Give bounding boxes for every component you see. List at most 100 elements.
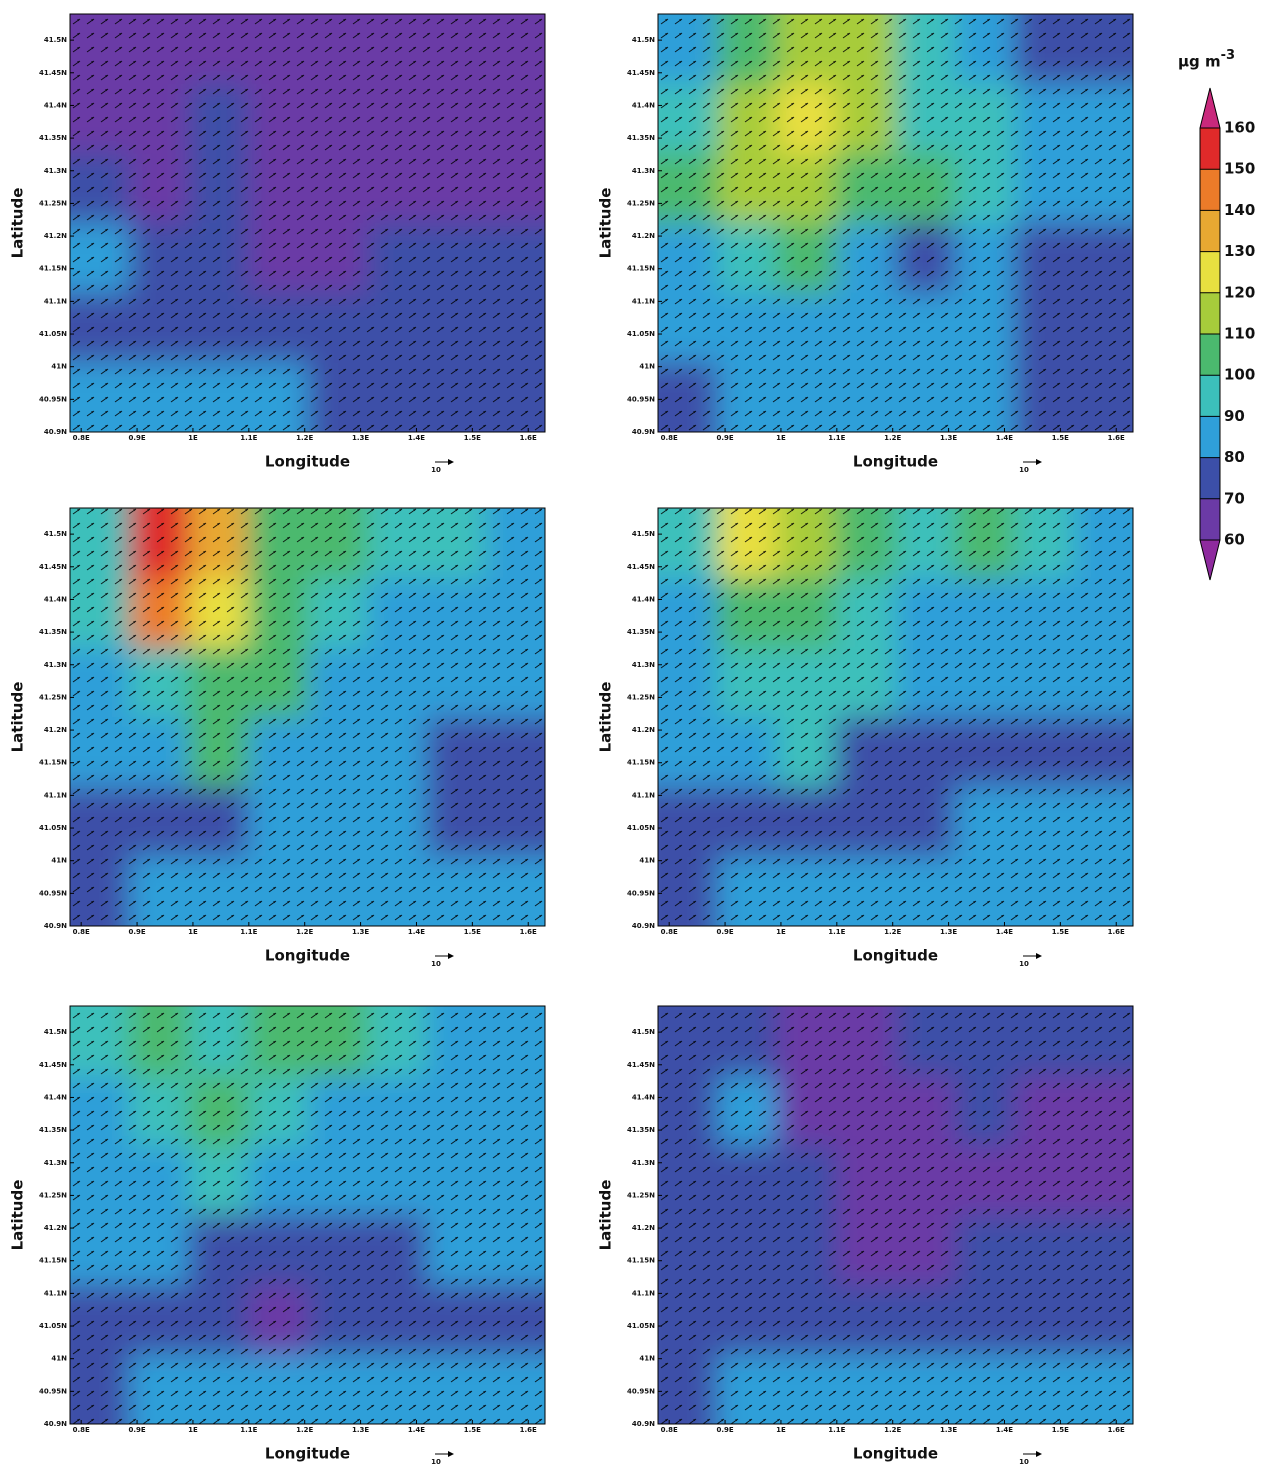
y-tick-label: 40.9N xyxy=(632,1420,655,1428)
y-tick-label: 41.45N xyxy=(39,563,67,571)
x-tick-label: 1.2E xyxy=(296,1426,313,1434)
x-tick-label: 1.2E xyxy=(884,928,901,936)
x-tick-label: 1.5E xyxy=(464,1426,481,1434)
y-axis-label: Latitude xyxy=(597,188,615,259)
x-tick-label: 1.6E xyxy=(1108,434,1125,442)
reference-arrowhead xyxy=(1036,459,1042,465)
y-tick-label: 41.3N xyxy=(44,167,67,175)
y-tick-label: 41.4N xyxy=(632,595,655,603)
y-tick-label: 41.05N xyxy=(39,330,67,338)
wind-vectors xyxy=(70,14,545,432)
x-axis-label: Longitude xyxy=(853,947,938,965)
x-tick-label: 1E xyxy=(776,928,786,936)
y-tick-label: 41.25N xyxy=(39,693,67,701)
map-panel: 0.8E 0.9E 1E 1.1E 1.2E 1.3E 1.4E 1.5E 1.6E 40.9N 4… xyxy=(597,13,1134,474)
y-tick-label: 41.3N xyxy=(44,1159,67,1167)
y-tick-label: 41.3N xyxy=(632,167,655,175)
x-tick-label: 1.6E xyxy=(520,434,537,442)
reference-vector-label: 10 xyxy=(1019,960,1029,968)
y-tick-label: 41.15N xyxy=(39,759,67,767)
x-tick-label: 1.3E xyxy=(352,434,369,442)
y-tick-label: 41.05N xyxy=(627,330,655,338)
x-tick-label: 1E xyxy=(776,434,786,442)
y-tick-label: 40.95N xyxy=(39,395,67,403)
y-tick-label: 41.4N xyxy=(632,1093,655,1101)
x-tick-label: 1.5E xyxy=(1052,434,1069,442)
map-panel: 0.8E 0.9E 1E 1.1E 1.2E 1.3E 1.4E 1.5E 1.6E 40.9N 4… xyxy=(9,507,546,968)
x-tick-label: 0.8E xyxy=(73,928,90,936)
y-tick-label: 41.5N xyxy=(632,530,655,538)
y-tick-label: 41.5N xyxy=(44,530,67,538)
x-axis-label: Longitude xyxy=(265,1445,350,1463)
y-tick-label: 41.2N xyxy=(44,1224,67,1232)
y-tick-label: 41.3N xyxy=(632,1159,655,1167)
y-tick-label: 41.35N xyxy=(627,134,655,142)
plot-frame xyxy=(657,1005,1134,1425)
reference-vector-label: 10 xyxy=(1019,1458,1029,1466)
x-axis-label: Longitude xyxy=(265,453,350,471)
colorbar-segment xyxy=(1200,251,1220,293)
map-panel: 0.8E 0.9E 1E 1.1E 1.2E 1.3E 1.4E 1.5E 1.6E 40.9N 4… xyxy=(597,507,1134,968)
y-tick-label: 41.45N xyxy=(39,69,67,77)
x-tick-label: 0.9E xyxy=(128,1426,145,1434)
x-tick-label: 0.8E xyxy=(661,928,678,936)
x-tick-label: 1E xyxy=(188,928,198,936)
x-tick-label: 1.6E xyxy=(520,1426,537,1434)
y-tick-label: 40.9N xyxy=(632,922,655,930)
x-tick-label: 1.5E xyxy=(464,928,481,936)
x-tick-label: 1.4E xyxy=(408,434,425,442)
x-tick-label: 0.8E xyxy=(661,434,678,442)
y-tick-label: 41.25N xyxy=(39,199,67,207)
colorbar-tick-label: 160 xyxy=(1224,119,1255,137)
y-tick-label: 41.25N xyxy=(39,1191,67,1199)
y-tick-label: 40.95N xyxy=(39,889,67,897)
wind-vectors xyxy=(658,1006,1133,1424)
y-tick-label: 41.4N xyxy=(44,1093,67,1101)
colorbar-segment xyxy=(1200,416,1220,458)
y-tick-label: 41.2N xyxy=(44,726,67,734)
y-tick-label: 41.15N xyxy=(39,1257,67,1265)
colorbar-tick-label: 110 xyxy=(1224,325,1255,343)
x-tick-label: 0.9E xyxy=(716,928,733,936)
y-tick-label: 41.35N xyxy=(39,1126,67,1134)
map-panel: 0.8E 0.9E 1E 1.1E 1.2E 1.3E 1.4E 1.5E 1.6E 40.9N 4… xyxy=(597,1005,1134,1466)
x-tick-label: 1.3E xyxy=(940,1426,957,1434)
colorbar-tick-label: 140 xyxy=(1224,201,1255,219)
y-tick-label: 40.9N xyxy=(632,428,655,436)
colorbar-tick-label: 80 xyxy=(1224,448,1245,466)
y-tick-label: 41.2N xyxy=(632,726,655,734)
y-tick-label: 41N xyxy=(51,1355,67,1363)
y-tick-label: 41.1N xyxy=(632,1289,655,1297)
colorbar-unit-exponent: -3 xyxy=(1221,48,1235,63)
colorbar-tick-label: 150 xyxy=(1224,160,1255,178)
y-tick-label: 41.1N xyxy=(632,791,655,799)
y-axis-label: Latitude xyxy=(9,1180,27,1251)
y-axis-label: Latitude xyxy=(9,188,27,259)
x-tick-label: 1.3E xyxy=(940,928,957,936)
y-tick-label: 40.95N xyxy=(627,395,655,403)
x-axis-label: Longitude xyxy=(265,947,350,965)
y-tick-label: 40.9N xyxy=(44,922,67,930)
y-tick-label: 41.1N xyxy=(44,297,67,305)
y-tick-label: 41.05N xyxy=(627,1322,655,1330)
y-tick-label: 41.15N xyxy=(627,759,655,767)
y-tick-label: 41.35N xyxy=(627,1126,655,1134)
y-tick-label: 41.35N xyxy=(39,134,67,142)
y-tick-label: 41.4N xyxy=(632,101,655,109)
x-tick-label: 1.1E xyxy=(828,928,845,936)
y-axis-label: Latitude xyxy=(597,1180,615,1251)
reference-arrowhead xyxy=(448,459,454,465)
y-tick-label: 41.1N xyxy=(44,791,67,799)
y-tick-label: 40.95N xyxy=(627,889,655,897)
y-tick-label: 41.5N xyxy=(44,1028,67,1036)
y-tick-label: 41N xyxy=(51,363,67,371)
colorbar-segment xyxy=(1200,292,1220,334)
y-tick-label: 41N xyxy=(639,857,655,865)
reference-vector-label: 10 xyxy=(431,1458,441,1466)
y-tick-label: 41N xyxy=(51,857,67,865)
y-tick-label: 41.15N xyxy=(627,265,655,273)
colorbar-segment xyxy=(1200,457,1220,499)
x-tick-label: 0.8E xyxy=(661,1426,678,1434)
x-tick-label: 1.4E xyxy=(996,434,1013,442)
